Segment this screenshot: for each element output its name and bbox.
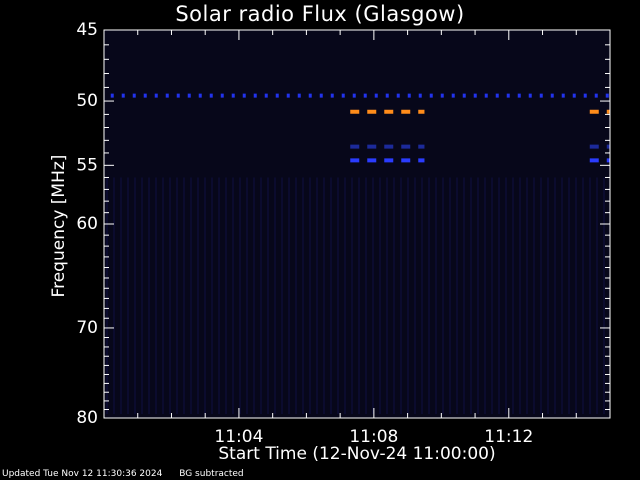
chart-title: Solar radio Flux (Glasgow) xyxy=(175,2,465,26)
y-tick-label: 70 xyxy=(76,318,98,338)
background-subtracted-note: BG subtracted xyxy=(179,469,244,479)
footer-status: Updated Tue Nov 12 11:30:36 2024 BG subt… xyxy=(2,469,244,479)
x-tick-label: 11:08 xyxy=(349,427,398,447)
y-tick-label: 55 xyxy=(76,155,98,175)
y-tick-label: 60 xyxy=(76,214,98,234)
x-axis-label: Start Time (12-Nov-24 11:00:00) xyxy=(218,444,496,464)
y-tick-label: 80 xyxy=(76,408,98,428)
x-tick-label: 11:12 xyxy=(484,427,533,447)
y-tick-label: 45 xyxy=(76,20,98,40)
updated-timestamp: Updated Tue Nov 12 11:30:36 2024 xyxy=(2,469,163,479)
y-tick-label: 50 xyxy=(76,91,98,111)
x-tick-label: 11:04 xyxy=(214,427,263,447)
y-axis-label: Frequency [MHz] xyxy=(49,154,69,298)
